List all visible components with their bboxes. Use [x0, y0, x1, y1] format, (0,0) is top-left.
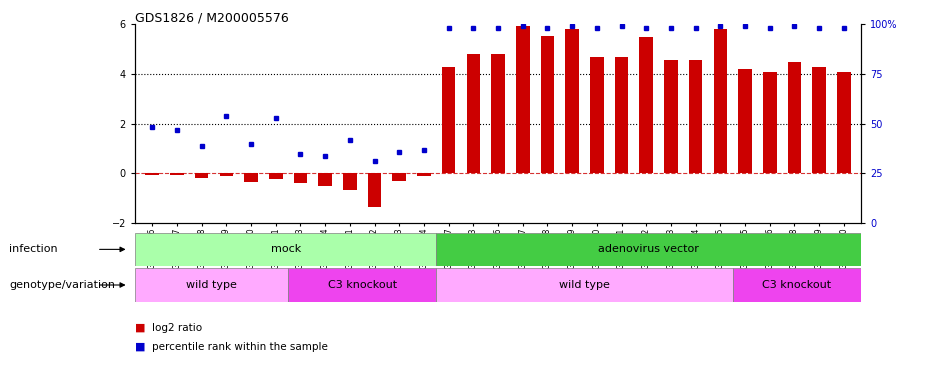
Text: mock: mock	[271, 244, 301, 254]
Bar	[417, 173, 431, 176]
Bar	[466, 54, 480, 173]
Bar	[492, 54, 505, 173]
Text: adenovirus vector: adenovirus vector	[599, 244, 699, 254]
Bar	[220, 173, 233, 176]
Bar	[733, 268, 861, 302]
Bar	[516, 26, 530, 173]
Bar	[269, 173, 283, 179]
Bar	[288, 268, 437, 302]
Text: C3 knockout: C3 knockout	[762, 280, 831, 290]
Bar	[368, 173, 382, 207]
Text: ■: ■	[135, 342, 145, 352]
Bar	[318, 173, 332, 186]
Text: wild type: wild type	[560, 280, 610, 290]
Text: GDS1826 / M200005576: GDS1826 / M200005576	[135, 11, 289, 24]
Text: wild type: wild type	[186, 280, 237, 290]
Bar	[437, 232, 861, 266]
Bar	[135, 232, 437, 266]
Bar	[689, 60, 703, 173]
Bar	[788, 62, 802, 173]
Bar	[837, 72, 851, 173]
Bar	[170, 173, 183, 176]
Bar	[145, 173, 159, 175]
Bar	[813, 67, 826, 173]
Bar	[195, 173, 209, 178]
Bar	[713, 29, 727, 173]
Text: infection: infection	[9, 244, 58, 254]
Bar	[640, 37, 653, 173]
Bar	[393, 173, 406, 182]
Bar	[541, 36, 554, 173]
Text: C3 knockout: C3 knockout	[328, 280, 397, 290]
Bar	[664, 60, 678, 173]
Text: log2 ratio: log2 ratio	[152, 323, 202, 333]
Bar	[293, 173, 307, 183]
Bar	[590, 57, 603, 173]
Bar	[738, 69, 752, 173]
Text: ■: ■	[135, 323, 145, 333]
Bar	[614, 57, 628, 173]
Bar	[565, 29, 579, 173]
Bar	[135, 268, 288, 302]
Text: genotype/variation: genotype/variation	[9, 280, 115, 290]
Bar	[442, 67, 455, 173]
Text: percentile rank within the sample: percentile rank within the sample	[152, 342, 328, 352]
Bar	[344, 173, 357, 190]
Bar	[437, 268, 733, 302]
Bar	[763, 72, 776, 173]
Bar	[244, 173, 258, 182]
